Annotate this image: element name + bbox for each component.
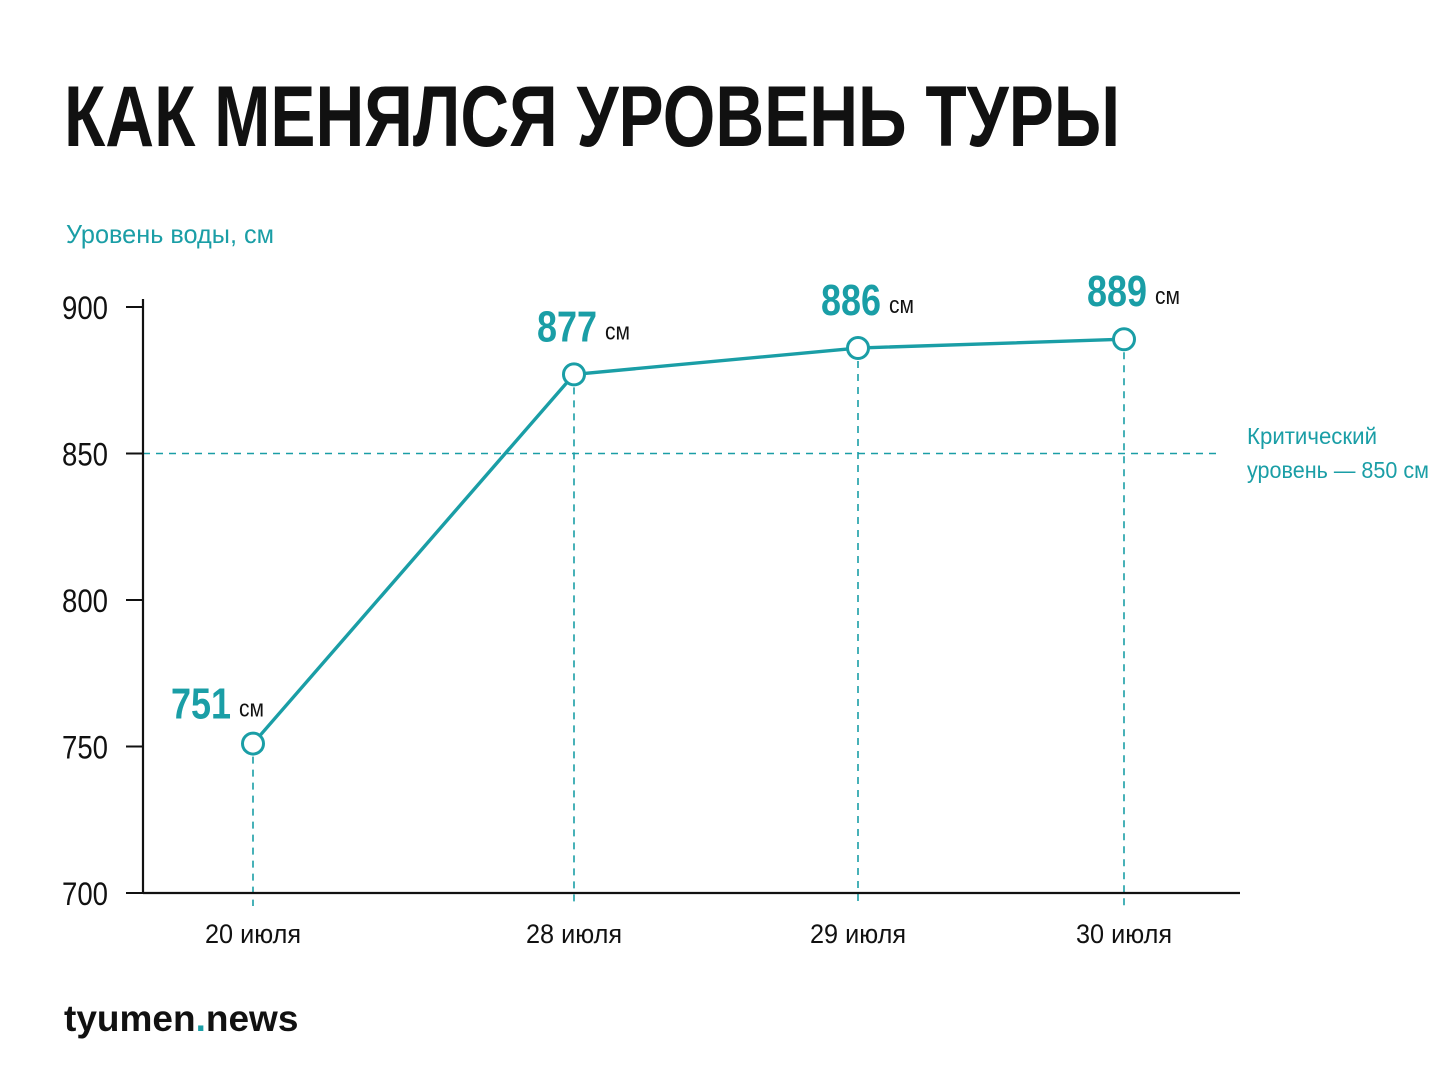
svg-text:tyumen.news: tyumen.news xyxy=(64,998,298,1039)
data-point xyxy=(1112,327,1136,352)
data-label-unit: см xyxy=(889,292,914,319)
brand-logo: tyumen.news xyxy=(64,998,298,1039)
brand-dot: . xyxy=(196,998,206,1039)
y-tick-label: 700 xyxy=(62,876,108,912)
y-axis-label: Уровень воды, см xyxy=(66,219,274,249)
x-tick-label: 30 июля xyxy=(1076,919,1172,949)
data-point xyxy=(241,731,265,756)
data-label-unit: см xyxy=(605,318,630,345)
data-label-unit: см xyxy=(1155,283,1180,310)
data-point xyxy=(846,336,870,361)
data-point xyxy=(562,362,586,387)
x-tick-label: 28 июля xyxy=(526,919,622,949)
x-tick-label: 20 июля xyxy=(205,919,301,949)
data-label-value: 886 xyxy=(821,276,881,325)
data-label-unit: см xyxy=(239,696,264,723)
y-tick-label: 800 xyxy=(62,583,108,619)
x-tick-label: 29 июля xyxy=(810,919,906,949)
reference-line-label: Критический уровень — 850 см xyxy=(1247,423,1429,483)
y-tick-label: 850 xyxy=(62,437,108,473)
reference-label-line1: Критический xyxy=(1247,423,1377,449)
data-label-value: 877 xyxy=(537,302,597,351)
data-label-value: 751 xyxy=(171,680,231,729)
y-tick-label: 900 xyxy=(62,290,108,326)
brand-name: tyumen xyxy=(64,998,196,1039)
series-line xyxy=(251,337,1125,745)
reference-label-line2: уровень — 850 см xyxy=(1247,457,1429,483)
data-label-value: 889 xyxy=(1087,267,1147,316)
brand-suffix: news xyxy=(206,998,299,1039)
chart-title: КАК МЕНЯЛСЯ УРОВЕНЬ ТУРЫ xyxy=(64,69,1120,165)
y-tick-label: 750 xyxy=(62,730,108,766)
